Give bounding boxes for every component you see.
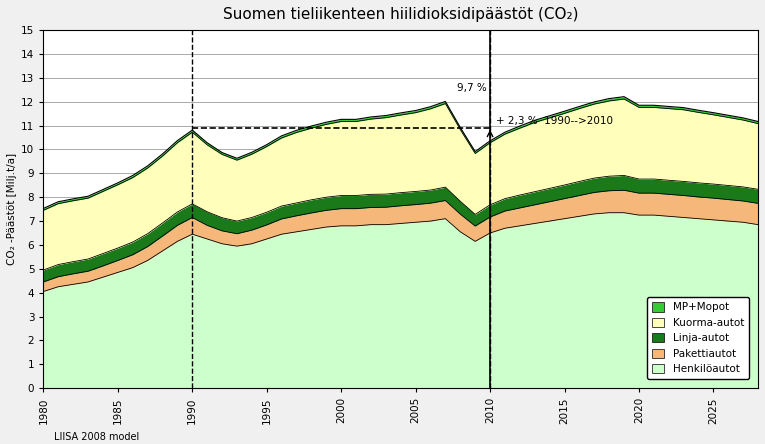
Y-axis label: CO₂ -Päästöt [Milj.t/a]: CO₂ -Päästöt [Milj.t/a] <box>7 153 17 265</box>
Title: Suomen tieliikenteen hiilidioksidipäästöt (CO₂): Suomen tieliikenteen hiilidioksidipäästö… <box>223 7 578 22</box>
Legend: MP+Mopot, Kuorma-autot, Linja-autot, Pakettiautot, Henkilöautot: MP+Mopot, Kuorma-autot, Linja-autot, Pak… <box>646 297 749 380</box>
Text: 9,7 %: 9,7 % <box>457 83 487 93</box>
Text: LIISA 2008 model: LIISA 2008 model <box>54 432 138 442</box>
Text: + 2,3 %  1990-->2010: + 2,3 % 1990-->2010 <box>496 116 613 127</box>
